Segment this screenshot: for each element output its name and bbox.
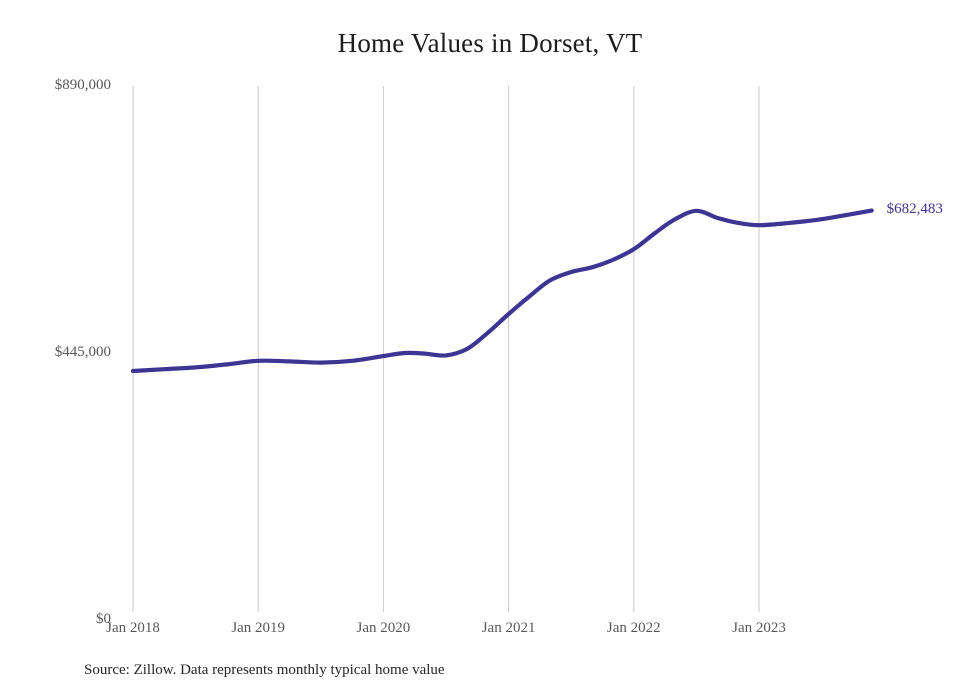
x-tick-label: Jan 2019 — [231, 620, 286, 636]
y-tick-label: $890,000 — [54, 77, 111, 93]
chart-title: Home Values in Dorset, VT — [337, 28, 643, 58]
y-tick-label: $445,000 — [54, 344, 111, 360]
x-tick-label: Jan 2022 — [606, 620, 661, 636]
end-value-annotation: $682,483 — [886, 200, 943, 217]
source-note: Source: Zillow. Data represents monthly … — [84, 662, 445, 678]
x-tick-label: Jan 2021 — [481, 620, 536, 636]
x-tick-label: Jan 2023 — [732, 620, 786, 636]
x-tick-label: Jan 2018 — [106, 620, 160, 636]
x-tick-label: Jan 2020 — [356, 620, 411, 636]
gridlines — [132, 86, 760, 612]
line-series-typical-home-value — [130, 208, 874, 374]
y-tick-label: $0 — [96, 611, 111, 627]
